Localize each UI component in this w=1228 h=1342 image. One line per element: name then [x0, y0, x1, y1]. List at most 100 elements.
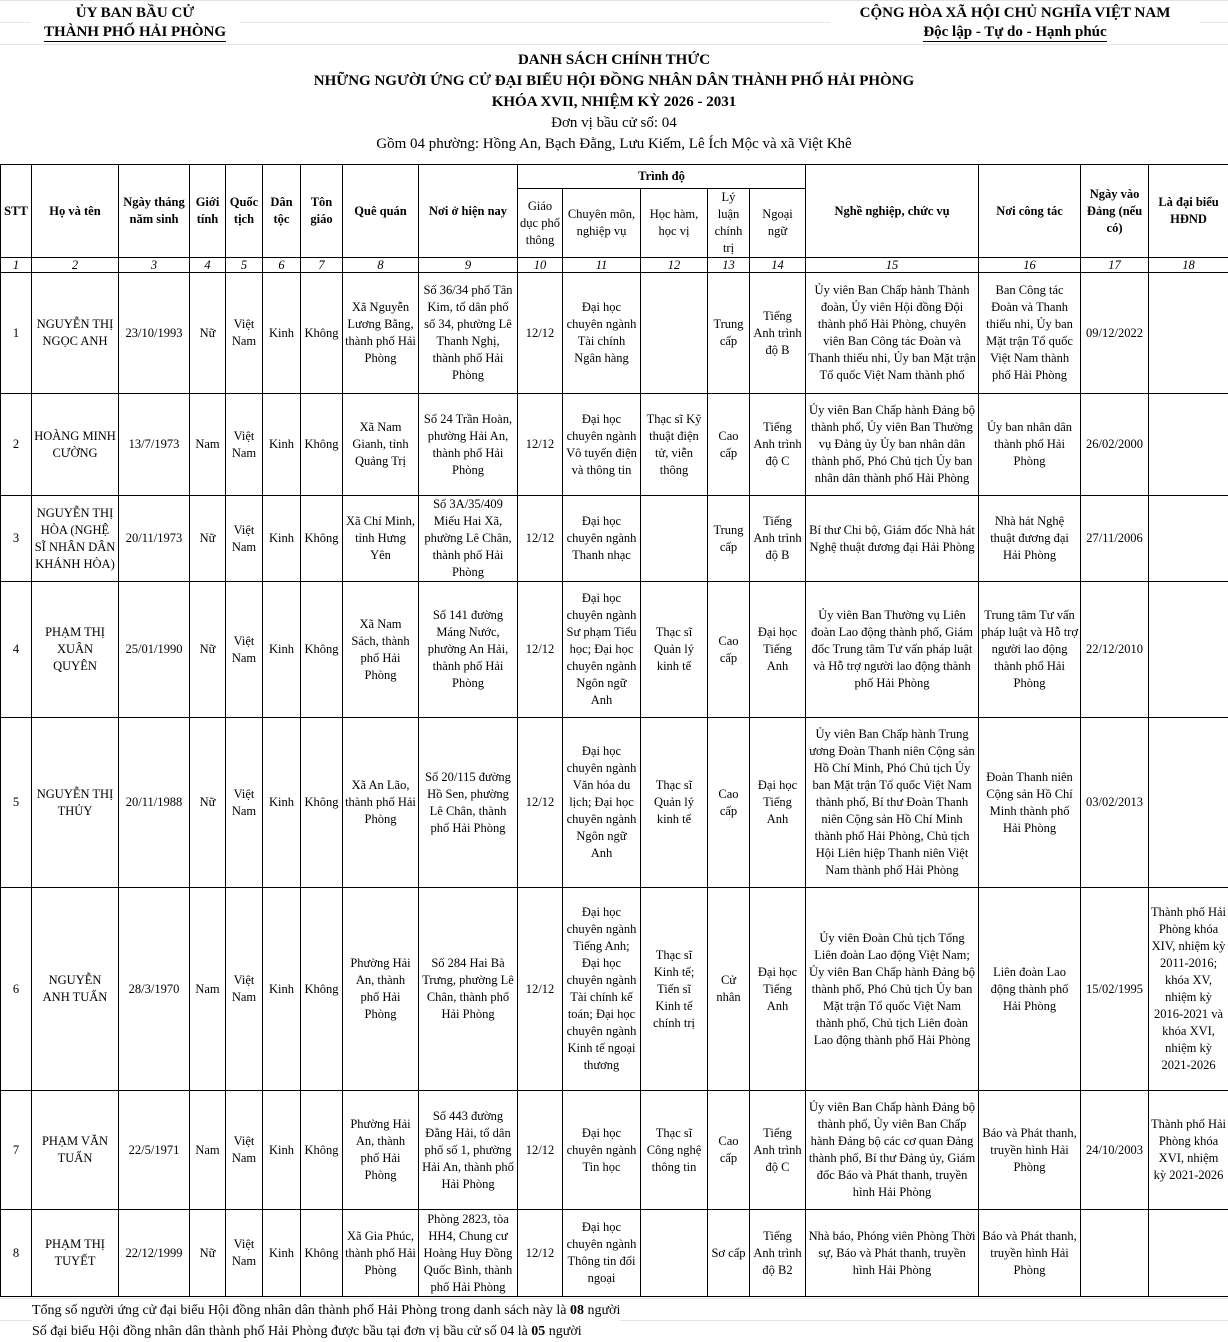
cell-residence: Số 20/115 đường Hồ Sen, phường Lê Chân, …: [418, 717, 518, 888]
column-number: 12: [640, 257, 708, 273]
cell-general-education: 12/12: [517, 887, 563, 1091]
cell-workplace: Đoàn Thanh niên Cộng sản Hồ Chí Minh thà…: [978, 717, 1082, 888]
cell-dob: 25/01/1990: [118, 581, 190, 718]
col-political: Lý luận chính trị: [707, 188, 750, 258]
cell-general-education: 12/12: [517, 717, 563, 888]
col-nationality: Quốc tịch: [225, 164, 263, 258]
cell-degree: Thạc sĩ Công nghệ thông tin: [640, 1090, 708, 1210]
cell-religion: Không: [300, 393, 343, 496]
cell-name: NGUYỄN THỊ THỦY: [31, 717, 119, 888]
cell-party-date: 22/12/2010: [1080, 581, 1150, 718]
cell-degree: Thạc sĩ Kỹ thuật điện tử, viễn thông: [640, 393, 708, 496]
cell-name: NGUYỄN THỊ NGỌC ANH: [31, 272, 119, 394]
cell-degree: Thạc sĩ Quản lý kinh tế: [640, 717, 708, 888]
cell-political: Cao cấp: [707, 1090, 750, 1210]
cell-language: Tiếng Anh trình độ B: [748, 272, 807, 394]
summary-elected-unit: người: [545, 1324, 582, 1339]
table-row: 3 NGUYỄN THỊ HÒA (NGHỆ SĨ NHÂN DÂN KHÁNH …: [0, 495, 1228, 582]
cell-stt: 1: [0, 272, 32, 394]
cell-general-education: 12/12: [517, 1209, 563, 1297]
col-party-date: Ngày vào Đảng (nếu có): [1080, 164, 1150, 258]
cell-gender: Nam: [189, 1090, 226, 1210]
col-religion: Tôn giáo: [300, 164, 343, 258]
summary: Tổng số người ứng cử đại biểu Hội đồng n…: [32, 1300, 621, 1342]
cell-delegate: Thành phố Hải Phòng khóa XVI, nhiệm kỳ 2…: [1148, 1090, 1228, 1210]
cell-hometown: Xã Nguyễn Lương Bằng, thành phố Hải Phòn…: [342, 272, 419, 394]
summary-elected-text: Số đại biểu Hội đồng nhân dân thành phố …: [32, 1324, 532, 1339]
cell-ethnicity: Kinh: [262, 581, 301, 718]
col-stt: STT: [0, 164, 32, 258]
cell-dob: 28/3/1970: [118, 887, 190, 1091]
cell-workplace: Trung tâm Tư vấn pháp luật và Hỗ trợ ngư…: [978, 581, 1082, 718]
cell-stt: 5: [0, 717, 32, 888]
column-number: 15: [805, 257, 980, 273]
cell-delegate: [1148, 717, 1228, 888]
col-gender: Giới tính: [189, 164, 226, 258]
column-number: 3: [118, 257, 190, 273]
cell-nationality: Việt Nam: [225, 1090, 263, 1210]
cell-residence: Số 141 đường Máng Nước, phường An Hải, t…: [418, 581, 518, 718]
cell-name: PHẠM THỊ XUÂN QUYÊN: [31, 581, 119, 718]
cell-professional: Đại học chuyên ngành Sư phạm Tiểu học; Đ…: [562, 581, 641, 718]
cell-residence: Số 3A/35/409 Miếu Hai Xã, phường Lê Chân…: [418, 495, 518, 582]
issuer-line1: ỦY BAN BẦU CỬ: [75, 5, 195, 21]
cell-occupation: Ủy viên Ban Thường vụ Liên đoàn Lao động…: [805, 581, 980, 718]
cell-gender: Nữ: [189, 272, 226, 394]
cell-gender: Nữ: [189, 581, 226, 718]
cell-religion: Không: [300, 1209, 343, 1297]
cell-occupation: Bí thư Chi bộ, Giám đốc Nhà hát Nghệ thu…: [805, 495, 980, 582]
cell-dob: 20/11/1988: [118, 717, 190, 888]
cell-gender: Nữ: [189, 717, 226, 888]
cell-political: Sơ cấp: [707, 1209, 750, 1297]
cell-stt: 4: [0, 581, 32, 718]
cell-nationality: Việt Nam: [225, 272, 263, 394]
table-row: 2 HOÀNG MINH CƯỜNG 13/7/1973 Nam Việt Nam Kin…: [0, 393, 1228, 496]
column-number-row: 1 2 3 4 5 6 7 8 9 10 11 12 13 14 15 16 17 18: [0, 257, 1228, 273]
cell-ethnicity: Kinh: [262, 272, 301, 394]
national-header: CỘNG HÒA XÃ HỘI CHỦ NGHĨA VIỆT NAM Độc l…: [830, 2, 1200, 42]
cell-hometown: Phường Hải An, thành phố Hải Phòng: [342, 887, 419, 1091]
cell-workplace: Ban Công tác Đoàn và Thanh thiếu nhi, Ủy…: [978, 272, 1082, 394]
cell-nationality: Việt Nam: [225, 887, 263, 1091]
summary-total: Tổng số người ứng cử đại biểu Hội đồng n…: [32, 1300, 620, 1321]
cell-hometown: Xã Chí Minh, tỉnh Hưng Yên: [342, 495, 419, 582]
cell-ethnicity: Kinh: [262, 887, 301, 1091]
cell-workplace: Báo và Phát thanh, truyền hình Hải Phòng: [978, 1090, 1082, 1210]
cell-political: Cao cấp: [707, 581, 750, 718]
issuer-line2: THÀNH PHỐ HẢI PHÒNG: [43, 24, 227, 42]
column-number: 14: [748, 257, 807, 273]
column-number: 18: [1148, 257, 1228, 273]
cell-political: Trung cấp: [707, 495, 750, 582]
summary-elected-count: 05: [531, 1324, 546, 1339]
national-line1: CỘNG HÒA XÃ HỘI CHỦ NGHĨA VIỆT NAM: [859, 5, 1171, 21]
table-row: 5 NGUYỄN THỊ THỦY 20/11/1988 Nữ Việt Nam Kinh…: [0, 717, 1228, 888]
cell-workplace: Ủy ban nhân dân thành phố Hải Phòng: [978, 393, 1082, 496]
cell-political: Cao cấp: [707, 393, 750, 496]
col-residence: Nơi ở hiện nay: [418, 164, 518, 258]
summary-total-unit: người: [583, 1303, 621, 1318]
cell-name: NGUYỄN THỊ HÒA (NGHỆ SĨ NHÂN DÂN KHÁNH H…: [31, 495, 119, 582]
cell-degree: [640, 1209, 708, 1297]
cell-degree: [640, 495, 708, 582]
cell-general-education: 12/12: [517, 272, 563, 394]
cell-language: Đại học Tiếng Anh: [748, 581, 807, 718]
column-number: 17: [1080, 257, 1150, 273]
cell-ethnicity: Kinh: [262, 1090, 301, 1210]
cell-gender: Nữ: [189, 495, 226, 582]
column-number: 1: [0, 257, 32, 273]
column-number: 11: [562, 257, 641, 273]
cell-professional: Đại học chuyên ngành Thanh nhạc: [562, 495, 641, 582]
cell-degree: Thạc sĩ Kinh tế; Tiến sĩ Kinh tế chính t…: [640, 887, 708, 1091]
cell-residence: Số 443 đường Đằng Hải, tổ dân phố số 1, …: [418, 1090, 518, 1210]
col-professional: Chuyên môn, nghiệp vụ: [562, 188, 641, 258]
cell-language: Tiếng Anh trình độ B2: [748, 1209, 807, 1297]
col-delegate: Là đại biểu HĐND: [1148, 164, 1228, 258]
cell-nationality: Việt Nam: [225, 393, 263, 496]
title-line2: NHỮNG NGƯỜI ỨNG CỬ ĐẠI BIỂU HỘI ĐỒNG NHÂ…: [313, 73, 915, 89]
column-number: 13: [707, 257, 750, 273]
cell-delegate: [1148, 272, 1228, 394]
cell-party-date: 03/02/2013: [1080, 717, 1150, 888]
column-number: 2: [31, 257, 119, 273]
cell-language: Đại học Tiếng Anh: [748, 887, 807, 1091]
cell-name: PHẠM VĂN TUẤN: [31, 1090, 119, 1210]
